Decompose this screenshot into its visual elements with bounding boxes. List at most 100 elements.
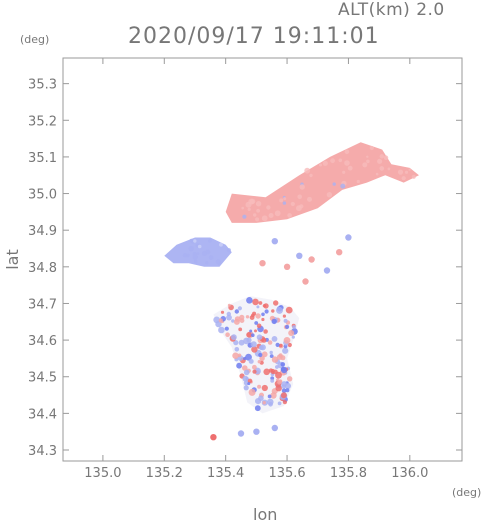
speckle	[267, 398, 274, 406]
speckle	[227, 303, 231, 307]
data-point	[296, 252, 303, 259]
speckle	[369, 145, 374, 151]
speckle	[281, 388, 287, 394]
speckle	[362, 162, 368, 168]
y-tick-label: 34.4	[28, 407, 57, 422]
speckle	[233, 318, 240, 325]
speckle	[322, 160, 328, 166]
speckle	[201, 250, 208, 256]
speckle	[231, 334, 237, 341]
x-axis-label: lon	[253, 505, 278, 524]
speckle	[258, 395, 264, 402]
speckle	[408, 168, 411, 171]
speckle	[261, 337, 267, 343]
speckle	[217, 262, 221, 266]
speckle	[285, 306, 293, 314]
speckle	[234, 309, 239, 314]
speckle	[283, 318, 288, 323]
speckle	[257, 360, 261, 364]
y-tick-label: 34.5	[28, 371, 57, 386]
speckle	[246, 332, 252, 338]
chart-title-datetime: 2020/09/17 19:11:01	[128, 24, 380, 49]
speckle	[247, 207, 251, 211]
speckle	[205, 261, 209, 265]
speckle	[224, 326, 229, 331]
speckle	[278, 343, 283, 348]
data-point	[323, 267, 331, 274]
speckle	[261, 312, 265, 317]
speckle	[330, 158, 335, 164]
speckle	[268, 213, 274, 218]
speckle	[338, 158, 343, 163]
data-point	[283, 263, 291, 270]
speckle	[252, 364, 257, 370]
speckle	[233, 340, 239, 346]
speckle	[255, 313, 261, 319]
speckle	[263, 368, 271, 376]
speckle	[270, 392, 277, 399]
speckle	[375, 172, 379, 176]
altitude-label: ALT(km) 2.0	[338, 0, 445, 20]
speckle	[262, 304, 267, 308]
speckle	[236, 362, 243, 369]
speckle	[277, 380, 282, 385]
speckle	[297, 194, 303, 200]
speckle	[326, 192, 333, 198]
speckle	[237, 306, 242, 311]
speckle	[397, 169, 404, 175]
speckle	[332, 182, 336, 186]
speckle	[261, 384, 268, 392]
speckle	[261, 351, 268, 358]
data-point	[253, 428, 260, 435]
speckle	[285, 324, 290, 329]
speckle	[196, 252, 200, 255]
plot-frame	[62, 57, 463, 462]
speckle	[188, 245, 194, 252]
data-regions	[164, 142, 419, 414]
speckle	[197, 244, 202, 249]
speckle	[226, 311, 231, 317]
speckle	[275, 365, 279, 369]
x-tick-label: 135.6	[268, 466, 305, 481]
speckle	[255, 217, 260, 222]
x-tick-label: 136.0	[391, 466, 428, 481]
speckle	[254, 405, 261, 412]
speckle	[182, 253, 188, 258]
data-point	[271, 424, 278, 432]
speckle	[218, 326, 225, 334]
speckle	[239, 318, 245, 323]
speckle	[271, 336, 278, 342]
speckle	[193, 239, 197, 243]
speckle	[189, 238, 194, 243]
speckle	[234, 347, 240, 352]
x-unit-label: (deg)	[452, 486, 482, 499]
speckle	[377, 158, 383, 164]
speckle	[258, 301, 263, 305]
speckle	[261, 317, 265, 322]
speckle	[267, 394, 272, 399]
y-tick-label: 35.3	[28, 78, 57, 93]
speckle	[248, 358, 254, 364]
speckle	[266, 205, 271, 210]
speckle	[251, 346, 258, 353]
speckle	[226, 314, 232, 321]
speckle	[269, 350, 273, 355]
speckle	[255, 201, 262, 207]
speckle	[283, 197, 287, 201]
y-tick-label: 34.8	[28, 261, 57, 276]
speckle	[252, 369, 257, 374]
speckle	[271, 356, 279, 363]
speckle	[283, 337, 291, 344]
speckle	[356, 179, 360, 184]
speckle	[243, 356, 247, 361]
speckle	[287, 342, 292, 348]
speckle	[383, 155, 389, 160]
speckle	[238, 327, 243, 332]
speckle	[249, 329, 253, 333]
data-point	[308, 256, 315, 263]
speckle	[366, 155, 369, 158]
speckle	[281, 384, 286, 389]
speckle	[404, 170, 409, 174]
speckle	[287, 376, 293, 382]
